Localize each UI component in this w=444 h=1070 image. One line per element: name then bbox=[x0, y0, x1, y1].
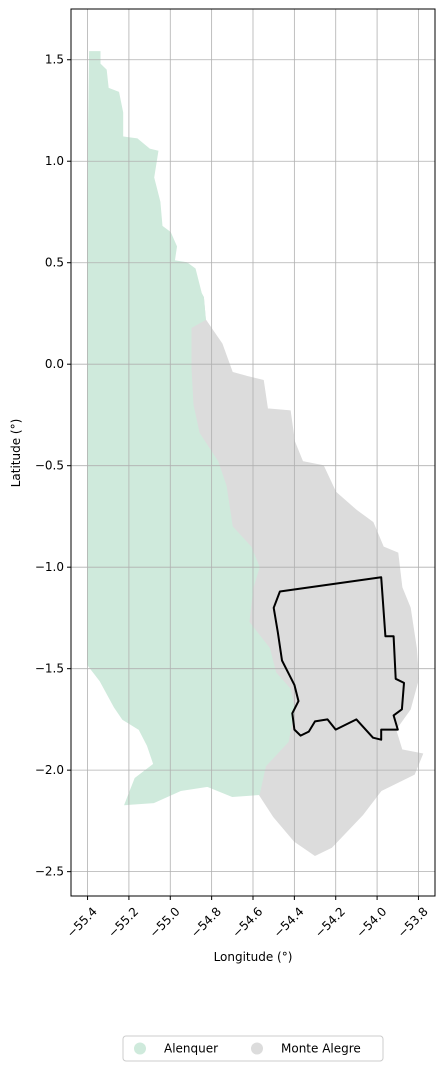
legend: Alenquer Monte Alegre bbox=[122, 1035, 384, 1062]
x-tick-label: −54.8 bbox=[188, 904, 224, 940]
y-tick-label: −1.0 bbox=[35, 560, 64, 574]
x-tick-label: −55.2 bbox=[105, 904, 141, 940]
y-tick-label: 1.5 bbox=[45, 53, 64, 67]
x-tick-label: −53.8 bbox=[395, 904, 431, 940]
y-tick-label: 1.0 bbox=[45, 154, 64, 168]
x-tick-label: −54.6 bbox=[229, 904, 265, 940]
y-tick-label: 0.5 bbox=[45, 256, 64, 270]
y-axis-title: Latitude (°) bbox=[9, 419, 23, 488]
y-tick-label: −2.0 bbox=[35, 763, 64, 777]
highlight-boundary bbox=[272, 576, 405, 741]
x-axis: −55.4 −55.2 −55.0 −54.8 −54.6 −54.4 −54.2 −54.0… bbox=[64, 896, 431, 940]
legend-label: Monte Alegre bbox=[281, 1042, 361, 1056]
y-tick-label: −1.5 bbox=[35, 662, 64, 676]
x-tick-label: −54.4 bbox=[271, 904, 307, 940]
plot-area bbox=[70, 8, 436, 897]
y-tick-label: −0.5 bbox=[35, 459, 64, 473]
x-axis-title: Longitude (°) bbox=[214, 950, 293, 964]
region-alenquer bbox=[87, 51, 295, 806]
legend-marker-monte-alegre bbox=[251, 1042, 263, 1055]
x-tick-label: −55.0 bbox=[147, 904, 183, 940]
x-tick-label: −55.4 bbox=[64, 904, 100, 940]
x-tick-label: −54.2 bbox=[312, 904, 348, 940]
legend-marker-alenquer bbox=[134, 1042, 146, 1055]
x-tick-label: −54.0 bbox=[354, 904, 390, 940]
y-axis: 1.5 1.0 0.5 0.0 −0.5 −1.0 −1.5 −2.0 −2.5 bbox=[35, 53, 71, 879]
legend-label: Alenquer bbox=[164, 1042, 218, 1056]
y-tick-label: 0.0 bbox=[45, 357, 64, 371]
y-tick-label: −2.5 bbox=[35, 865, 64, 879]
